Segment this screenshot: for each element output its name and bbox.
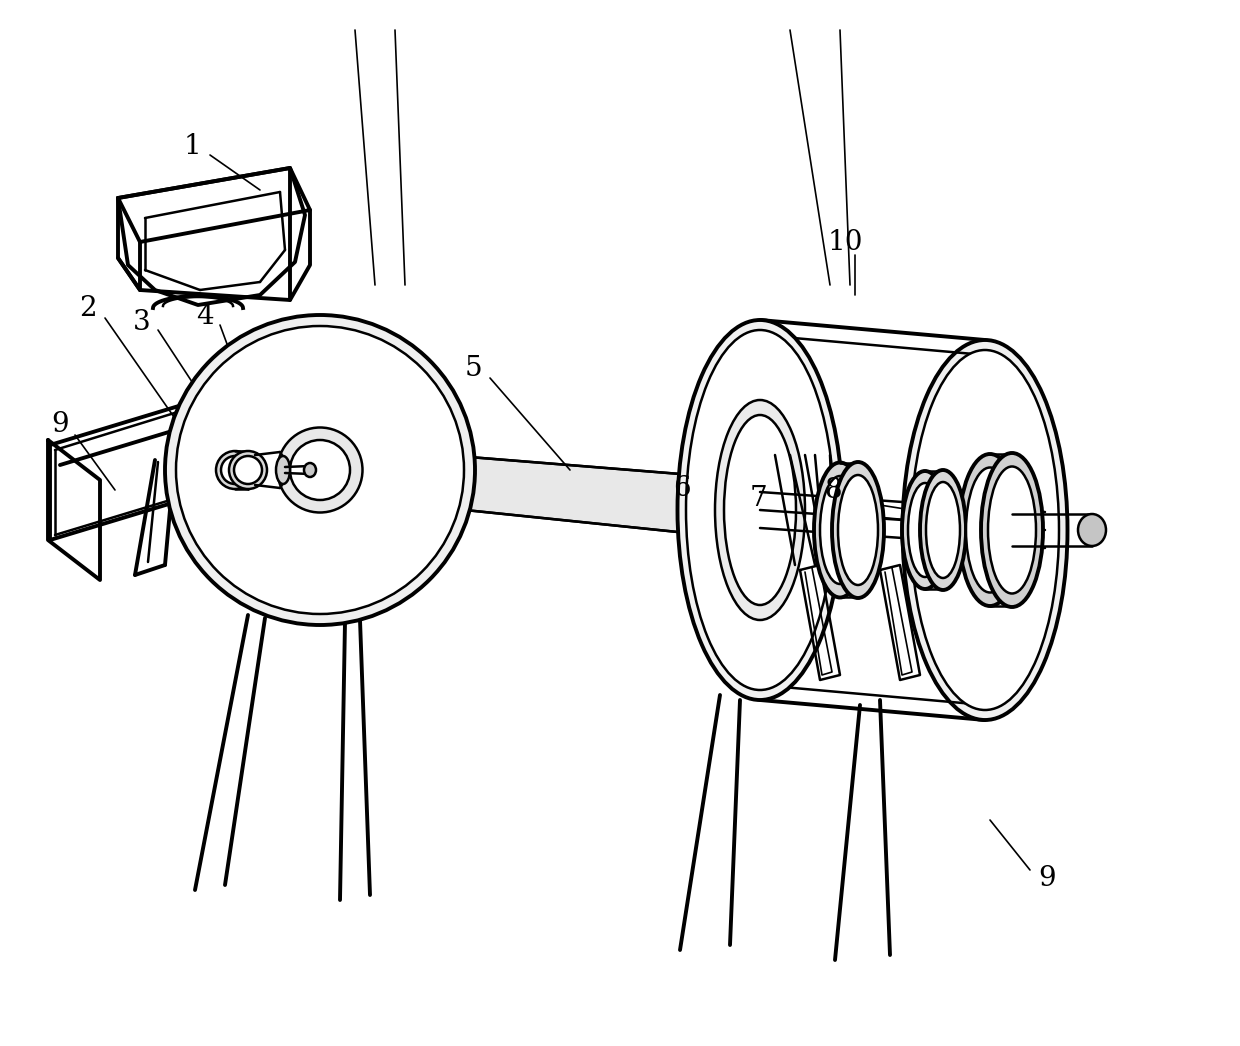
Polygon shape <box>320 445 755 540</box>
Ellipse shape <box>838 475 878 585</box>
Ellipse shape <box>278 428 362 513</box>
Text: 4: 4 <box>196 302 213 329</box>
Ellipse shape <box>920 470 966 590</box>
Ellipse shape <box>221 456 249 484</box>
Text: 2: 2 <box>79 295 97 321</box>
Ellipse shape <box>715 400 805 620</box>
Ellipse shape <box>277 456 290 484</box>
Ellipse shape <box>981 453 1043 607</box>
Ellipse shape <box>813 462 866 597</box>
Ellipse shape <box>988 467 1035 593</box>
Text: 8: 8 <box>825 478 842 504</box>
Ellipse shape <box>165 315 475 626</box>
Ellipse shape <box>832 462 884 598</box>
Ellipse shape <box>1078 514 1106 546</box>
Ellipse shape <box>304 463 316 477</box>
Ellipse shape <box>966 468 1014 592</box>
Ellipse shape <box>234 456 262 484</box>
Text: 9: 9 <box>1038 864 1055 891</box>
Text: 3: 3 <box>133 309 151 336</box>
Ellipse shape <box>908 483 942 577</box>
Ellipse shape <box>686 329 835 690</box>
Ellipse shape <box>959 454 1021 606</box>
Ellipse shape <box>926 482 960 578</box>
Text: 10: 10 <box>827 228 863 255</box>
Ellipse shape <box>903 340 1068 720</box>
Ellipse shape <box>290 440 350 500</box>
Ellipse shape <box>677 320 842 700</box>
Ellipse shape <box>724 415 796 605</box>
Ellipse shape <box>901 471 949 589</box>
Text: 9: 9 <box>51 411 68 438</box>
Text: 7: 7 <box>749 485 766 513</box>
Ellipse shape <box>216 451 254 488</box>
Text: 5: 5 <box>464 355 482 382</box>
Ellipse shape <box>820 476 861 584</box>
Text: 6: 6 <box>673 475 691 501</box>
Ellipse shape <box>229 451 267 488</box>
Ellipse shape <box>911 350 1059 710</box>
Ellipse shape <box>176 326 464 614</box>
Text: 1: 1 <box>184 134 201 160</box>
